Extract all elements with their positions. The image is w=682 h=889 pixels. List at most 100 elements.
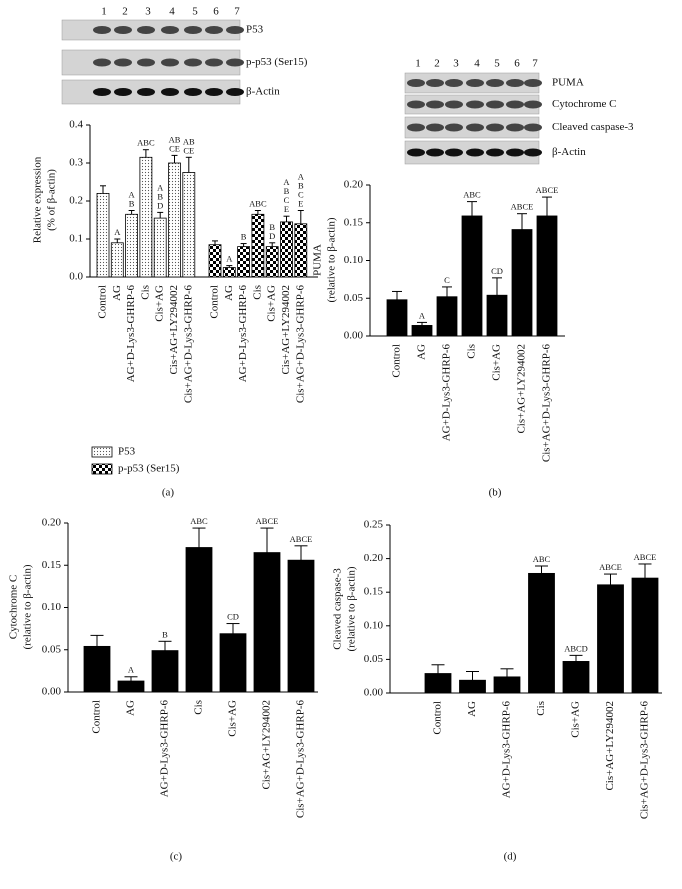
error-bar: [171, 154, 178, 163]
blot-band: [506, 100, 524, 109]
lane-number: 6: [213, 6, 219, 18]
x-tick-label: AG+D-Lys3-GHRP-6: [159, 700, 171, 798]
blot-band: [524, 123, 542, 132]
y-tick-label: 0.2: [69, 195, 83, 207]
blot-band: [466, 79, 484, 87]
blot-band: [93, 26, 111, 34]
lane-number: 4: [169, 6, 175, 18]
significance-label: A: [283, 177, 290, 187]
x-tick-label: Cis+AG+D-Lys3-GHRP-6: [294, 285, 306, 404]
x-tick-label: AG: [111, 285, 123, 301]
blot-band: [506, 123, 524, 132]
bar: [265, 246, 279, 278]
significance-label: CD: [227, 612, 239, 622]
y-tick-label: 0.0: [69, 271, 83, 283]
significance-label: B: [129, 198, 135, 208]
blot-band: [114, 26, 132, 34]
significance-label: CD: [491, 266, 503, 276]
blot-band: [184, 26, 202, 34]
blot-label: β-Actin: [246, 86, 280, 98]
y-axis-label: Relative expression: [32, 156, 44, 243]
blot-label: PUMA: [552, 77, 584, 89]
blot-band: [426, 100, 444, 109]
bar: [219, 633, 247, 693]
bar: [459, 679, 486, 694]
significance-label: AB: [183, 136, 195, 146]
y-axis-label: Cleaved caspase-3: [332, 568, 344, 650]
error-bar: [466, 670, 479, 681]
bar: [185, 547, 213, 693]
x-tick-label: AG: [466, 701, 478, 717]
x-tick-label: Cis+AG: [227, 700, 239, 737]
error-bar: [100, 185, 106, 194]
significance-label: A: [226, 254, 233, 264]
significance-label: D: [157, 200, 163, 210]
x-tick-label: AG: [223, 285, 235, 301]
error-bar: [226, 623, 240, 634]
error-bar: [185, 156, 192, 173]
y-tick-label: 0.1: [69, 233, 83, 245]
blot-band: [184, 88, 202, 96]
error-bar: [467, 201, 477, 216]
bar: [562, 661, 590, 694]
y-axis-label: PUMA: [312, 244, 324, 276]
bar: [253, 552, 281, 693]
error-bar: [638, 563, 652, 579]
significance-label: A: [157, 182, 164, 192]
blot-band: [137, 88, 155, 96]
blot-label: β-Actin: [552, 146, 586, 158]
x-tick-label: AG: [416, 344, 428, 360]
blot-band: [445, 123, 463, 132]
bar: [411, 325, 433, 337]
blot-band: [466, 123, 484, 132]
error-bar: [114, 238, 121, 243]
blot-band: [466, 148, 484, 157]
bar: [139, 156, 153, 278]
bar: [436, 296, 458, 337]
x-tick-label: Cis+AG+LY294002: [604, 701, 616, 791]
bar: [110, 242, 124, 278]
x-tick-label: Cis+AG+LY294002: [280, 285, 292, 375]
blot-band: [161, 88, 179, 96]
x-tick-label: Cis: [535, 701, 547, 716]
bar: [528, 572, 555, 694]
significance-label: ABCE: [536, 185, 559, 195]
significance-label: CE: [183, 145, 194, 155]
significance-label: D: [269, 231, 275, 241]
y-tick-label: 0.15: [344, 216, 364, 228]
x-tick-label: Cis: [466, 344, 478, 359]
x-tick-label: AG+D-Lys3-GHRP-6: [237, 285, 249, 383]
x-tick-label: Control: [91, 700, 103, 734]
error-bar: [294, 545, 308, 561]
lane-number: 1: [415, 58, 421, 70]
significance-label: ABCE: [290, 534, 313, 544]
error-bar: [157, 211, 164, 219]
blot-label: p-p53 (Ser15): [246, 56, 308, 68]
bar: [536, 215, 558, 337]
lane-number: 4: [474, 58, 480, 70]
lane-number: 7: [234, 6, 240, 18]
blot-band: [114, 58, 132, 67]
significance-label: ABCE: [511, 202, 534, 212]
y-tick-label: 0.00: [364, 687, 384, 699]
blot-band: [205, 88, 223, 96]
blot-band: [524, 79, 542, 87]
x-tick-label: Control: [432, 701, 444, 735]
error-bar: [212, 240, 218, 245]
legend-swatch: [91, 446, 113, 458]
y-tick-label: 0.10: [364, 619, 384, 631]
x-tick-label: Cis+AG: [154, 285, 166, 322]
y-tick-label: 0.4: [69, 119, 83, 131]
error-bar: [297, 210, 304, 224]
error-bar: [492, 277, 502, 296]
blot-band: [407, 148, 425, 157]
significance-label: ABC: [190, 516, 208, 526]
bar: [168, 162, 181, 278]
blot-band: [93, 88, 111, 96]
x-tick-label: Cis+AG+LY294002: [516, 344, 528, 434]
blot-band: [486, 100, 504, 109]
error-bar: [124, 676, 138, 682]
significance-label: B: [157, 191, 163, 201]
error-bar: [260, 527, 274, 553]
